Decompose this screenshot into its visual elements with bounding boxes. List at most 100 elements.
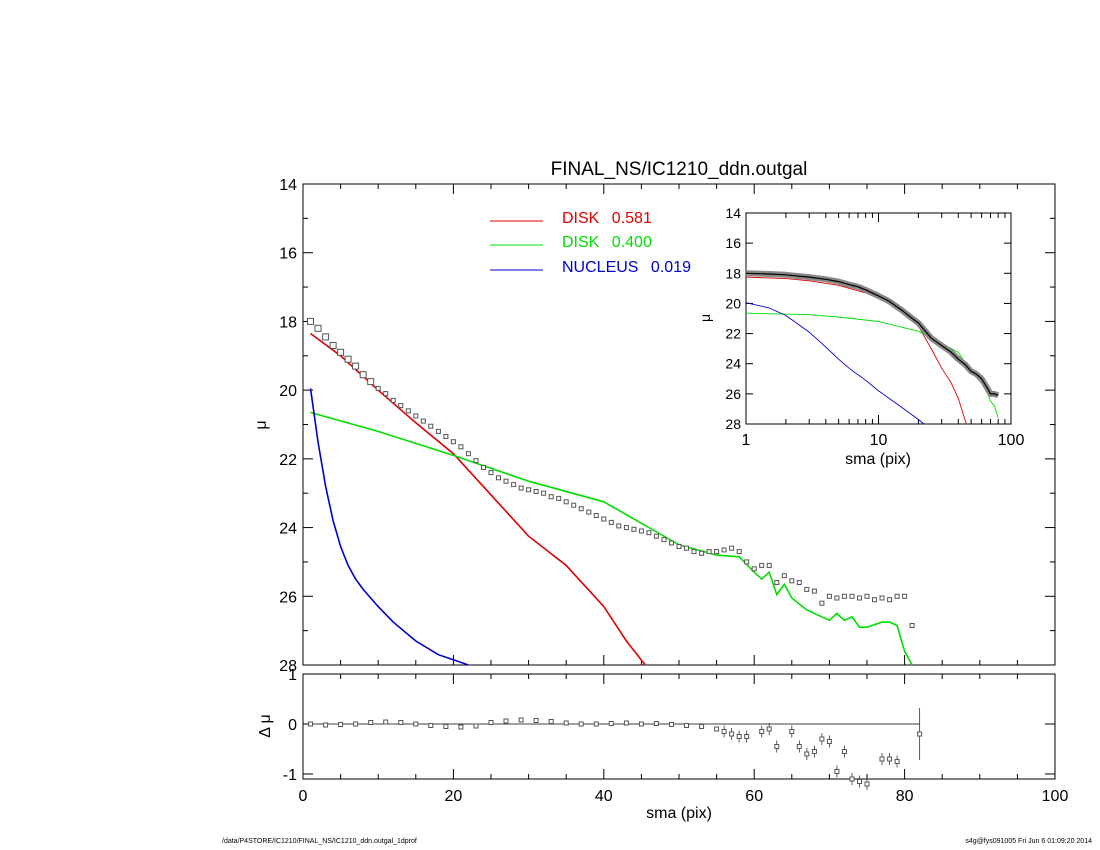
main-observed-point — [781, 573, 787, 579]
main-observed-point — [789, 578, 795, 584]
main-observed-point — [669, 540, 674, 546]
x-tick-label: 0 — [299, 788, 308, 805]
main-observed-point — [766, 562, 772, 568]
main-observed-point — [352, 362, 360, 370]
x-tick-label: 80 — [896, 788, 914, 805]
main-observed-point — [909, 623, 915, 628]
residual-y-tick-label: 1 — [288, 667, 297, 684]
main-observed-point — [751, 566, 757, 572]
residual-point — [608, 721, 614, 726]
main-series-line-disk-2 — [310, 411, 913, 666]
main-observed-point — [864, 593, 870, 599]
main-y-tick-label: 18 — [279, 314, 297, 331]
main-observed-point — [593, 513, 599, 518]
main-observed-point — [879, 595, 885, 601]
main-observed-point — [337, 348, 345, 356]
x-tick-label: 60 — [745, 788, 763, 805]
main-observed-point — [503, 478, 509, 484]
main-observed-point — [541, 490, 547, 496]
main-observed-point — [458, 444, 464, 450]
inset-y-tick-label: 28 — [725, 416, 741, 432]
residual-point — [714, 726, 720, 732]
main-observed-point — [699, 550, 705, 556]
residual-point — [826, 739, 832, 744]
residual-point — [488, 720, 494, 725]
main-y-tick-label: 22 — [279, 452, 297, 469]
residual-point — [736, 734, 742, 739]
main-observed-point — [616, 523, 622, 529]
inset-panel: 14 16 18 20 22 24 26 281 10 100 sma (pix) μ — [697, 205, 1024, 468]
residual-point — [699, 724, 705, 729]
main-y-tick-label: 14 — [279, 177, 297, 194]
main-observed-point — [819, 600, 825, 606]
x-tick-label: 100 — [1042, 788, 1069, 805]
main-observed-point — [563, 499, 569, 505]
residual-point — [774, 744, 780, 749]
main-observed-point — [894, 593, 900, 599]
residual-point — [638, 721, 644, 727]
main-observed-point — [450, 439, 456, 445]
main-observed-point — [841, 593, 847, 599]
residual-point — [353, 721, 359, 727]
residual-point — [834, 769, 840, 774]
main-observed-point — [804, 586, 810, 592]
main-observed-point — [729, 545, 735, 551]
main-observed-point — [661, 537, 667, 543]
x-tick-label: 20 — [445, 788, 463, 805]
legend-value-nucleus: 0.019 — [651, 259, 691, 276]
main-y-tick-label: 24 — [279, 521, 297, 538]
residual-point — [308, 721, 313, 727]
main-observed-point — [684, 545, 689, 551]
residual-point — [729, 731, 735, 737]
main-observed-point — [826, 593, 832, 599]
residual-y-tick-label: -1 — [283, 767, 297, 784]
main-observed-point — [413, 413, 419, 419]
main-observed-point — [796, 580, 802, 585]
main-observed-point — [473, 458, 479, 464]
main-observed-point — [608, 519, 614, 525]
residual-point — [323, 722, 329, 728]
main-observed-point — [872, 597, 877, 603]
inset-axes: 14 16 18 20 22 24 26 281 10 100 — [725, 205, 1024, 449]
main-observed-point — [390, 397, 396, 403]
residual-point — [669, 722, 674, 727]
residual-point — [368, 720, 374, 725]
residual-point — [864, 781, 870, 787]
main-observed-point — [578, 506, 584, 512]
main-observed-point — [834, 595, 840, 601]
main-observed-point — [857, 595, 862, 601]
main-observed-point — [646, 530, 652, 536]
main-observed-point — [691, 549, 697, 555]
chart-title: FINAL_NS/IC1210_ddn.outgal — [551, 159, 808, 180]
residual-point — [443, 724, 449, 729]
main-observed-point — [465, 451, 471, 457]
residual-point — [413, 721, 419, 727]
residual-point — [578, 721, 584, 727]
residual-point — [887, 756, 893, 762]
x-axis-label: sma (pix) — [646, 805, 712, 822]
inset-x-tick-label: 10 — [870, 432, 888, 449]
x-tick-label: 40 — [595, 788, 613, 805]
main-observed-point — [367, 378, 375, 386]
residual-point — [428, 723, 434, 728]
main-observed-point — [736, 549, 742, 555]
residual-y-axis-label: Δ μ — [257, 714, 274, 737]
residual-points — [308, 708, 923, 790]
main-series — [309, 332, 913, 666]
main-observed-points — [307, 317, 915, 628]
residual-point — [518, 717, 524, 723]
main-y-tick-label: 26 — [279, 589, 297, 606]
main-panel: 14 16 18 20 22 24 26 28 μ DISK 0.581 DISK 0.400… — [253, 177, 1056, 675]
residual-point — [759, 729, 765, 734]
main-observed-point — [533, 489, 539, 494]
legend-value-disk-1: 0.581 — [612, 210, 652, 227]
main-observed-point — [623, 525, 629, 531]
main-observed-point — [405, 408, 411, 414]
residual-point — [383, 719, 389, 725]
residual-point — [623, 720, 629, 726]
residual-point — [841, 749, 847, 754]
main-series-line-disk-1 — [310, 332, 646, 666]
